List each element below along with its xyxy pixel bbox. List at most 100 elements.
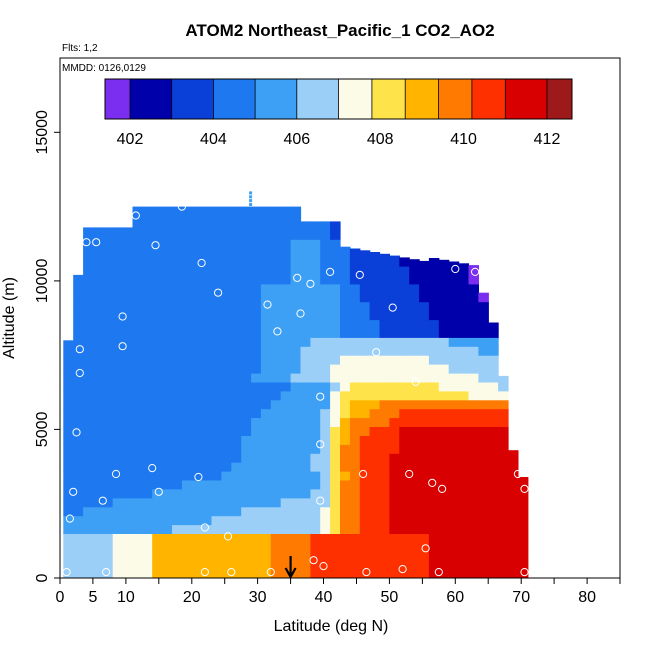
sample-point xyxy=(72,428,81,437)
heatmap-cell xyxy=(320,283,331,294)
heatmap-cell xyxy=(340,542,351,552)
heatmap-cell xyxy=(201,212,213,222)
heatmap-cell xyxy=(458,319,470,329)
heatmap-cell xyxy=(428,453,440,463)
sample-point xyxy=(200,568,209,577)
heatmap-cell xyxy=(379,399,390,410)
heatmap-cell xyxy=(221,310,232,321)
heatmap-cell xyxy=(231,206,242,214)
heatmap-cell xyxy=(399,346,410,356)
heatmap-cell xyxy=(231,248,242,258)
heatmap-cell xyxy=(132,524,143,534)
heatmap-cell xyxy=(310,444,321,454)
heatmap-cell xyxy=(369,364,381,374)
heatmap-cell xyxy=(478,560,489,570)
heatmap-cell xyxy=(102,488,114,499)
heatmap-cell xyxy=(340,506,351,517)
heatmap-cell xyxy=(389,533,400,543)
sample-point xyxy=(520,484,529,493)
heatmap-cell xyxy=(428,292,440,303)
heatmap-cell xyxy=(438,381,450,392)
heatmap-cell xyxy=(379,497,390,508)
heatmap-cell xyxy=(310,453,321,463)
heatmap-cell xyxy=(221,319,232,329)
heatmap-cell xyxy=(201,533,213,543)
heatmap-cell xyxy=(122,417,134,427)
heatmap-cell xyxy=(280,248,292,258)
heatmap-cell xyxy=(63,453,74,463)
sample-point xyxy=(306,279,315,288)
heatmap-cell xyxy=(211,506,222,517)
heatmap-cell xyxy=(320,479,331,490)
heatmap-cell xyxy=(92,310,104,321)
heatmap-cell xyxy=(172,569,183,578)
heatmap-cell xyxy=(468,364,479,374)
heatmap-cell xyxy=(379,533,390,543)
heatmap-cell xyxy=(300,488,311,499)
heatmap-cell xyxy=(201,462,213,472)
heatmap-cell xyxy=(300,310,311,321)
heatmap-cell xyxy=(517,560,529,570)
heatmap-cell xyxy=(251,417,262,427)
heatmap-cell xyxy=(92,283,104,294)
heatmap-cell xyxy=(191,257,203,267)
heatmap-cell xyxy=(448,471,460,481)
heatmap-cell xyxy=(389,435,400,445)
heatmap-cell xyxy=(260,239,272,249)
heatmap-cell xyxy=(409,426,420,436)
heatmap-cell xyxy=(211,266,222,276)
heatmap-cell xyxy=(428,381,440,392)
heatmap-cell xyxy=(349,364,361,374)
heatmap-cell xyxy=(63,506,74,517)
heatmap-cell xyxy=(231,301,242,312)
heatmap-cell xyxy=(221,355,232,365)
heatmap-cell xyxy=(112,373,124,383)
heatmap-cell xyxy=(181,488,193,499)
heatmap-cell xyxy=(142,328,153,338)
heatmap-cell xyxy=(181,497,193,508)
heatmap-cell xyxy=(152,497,163,508)
heatmap-cell xyxy=(330,497,341,508)
heatmap-cell xyxy=(290,515,302,526)
heatmap-cell xyxy=(201,560,213,570)
colorbar-segment xyxy=(171,79,214,119)
heatmap-cell xyxy=(478,310,489,321)
heatmap-cell xyxy=(152,319,163,329)
heatmap-cell xyxy=(112,274,124,285)
heatmap-cell xyxy=(191,533,203,543)
heatmap-cell xyxy=(241,390,252,401)
heatmap-cell xyxy=(389,426,400,436)
heatmap-cell xyxy=(428,479,440,490)
heatmap-cell xyxy=(340,524,351,534)
heatmap-cell xyxy=(488,515,499,526)
heatmap-cell xyxy=(221,399,232,410)
heatmap-cell xyxy=(73,319,84,329)
heatmap-cell xyxy=(112,364,124,374)
heatmap-cell xyxy=(221,230,232,240)
heatmap-cell xyxy=(191,453,203,463)
heatmap-cell xyxy=(92,346,104,356)
heatmap-cell xyxy=(92,399,104,410)
heatmap-cell xyxy=(73,471,84,481)
heatmap-cell xyxy=(191,301,203,312)
heatmap-cell xyxy=(112,515,124,526)
heatmap-cell xyxy=(320,506,331,517)
heatmap-cell xyxy=(260,551,272,561)
heatmap-cell xyxy=(428,266,440,276)
heatmap-cell xyxy=(112,462,124,472)
heatmap-cell xyxy=(162,230,173,240)
heatmap-cell xyxy=(83,408,94,419)
heatmap-cell xyxy=(142,417,153,427)
heatmap-cell xyxy=(389,310,400,321)
heatmap-cell xyxy=(102,381,114,392)
heatmap-cell xyxy=(122,337,134,347)
heatmap-cell xyxy=(92,248,104,258)
heatmap-cell xyxy=(142,551,153,561)
heatmap-cell xyxy=(191,551,203,561)
heatmap-cell xyxy=(468,444,479,454)
heatmap-cell xyxy=(201,274,213,285)
heatmap-cell xyxy=(280,364,292,374)
heatmap-cell xyxy=(349,328,361,338)
heatmap-cell xyxy=(369,479,381,490)
marker-arrow-head xyxy=(284,567,297,580)
